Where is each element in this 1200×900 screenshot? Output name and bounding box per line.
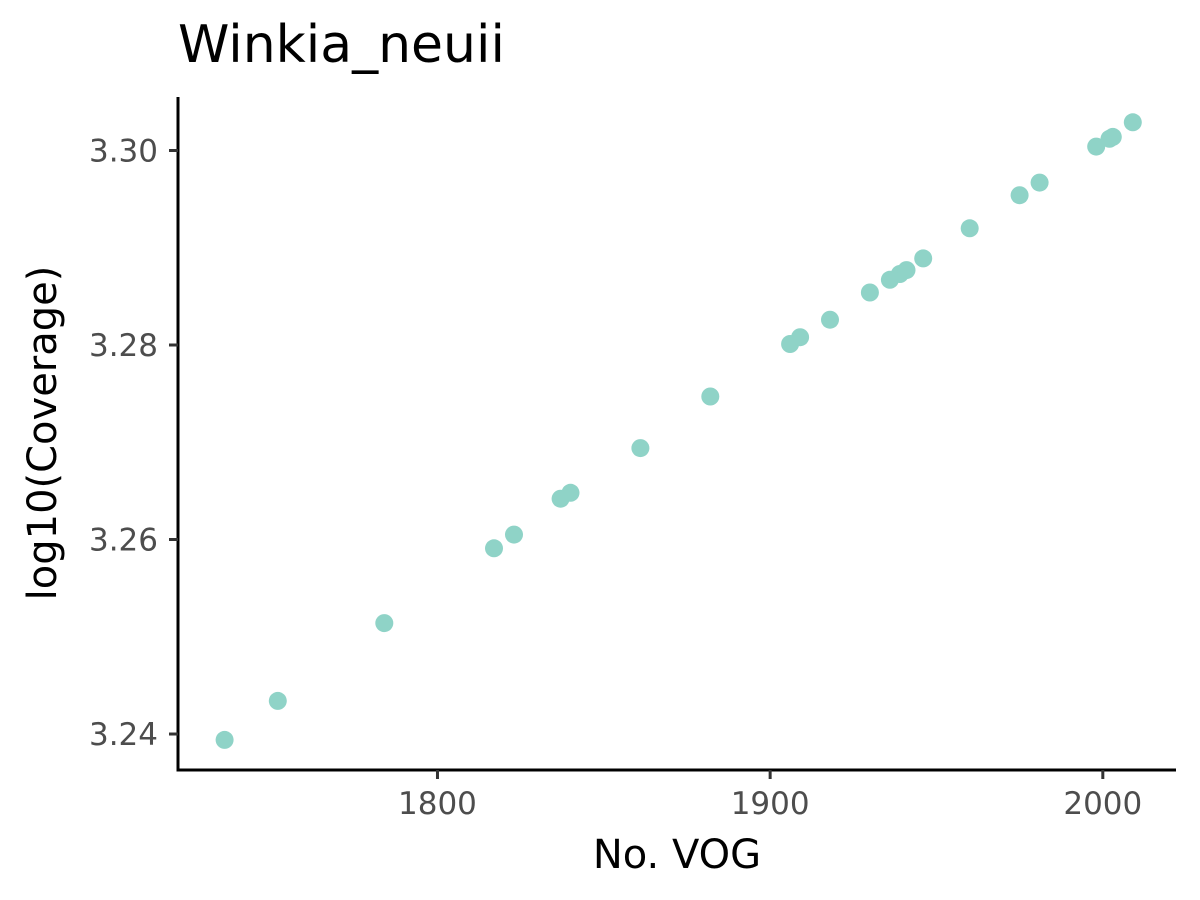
data-point [1010, 186, 1029, 205]
data-point [561, 483, 580, 502]
data-point [485, 539, 503, 558]
data-point [914, 249, 933, 268]
data-point [821, 310, 839, 329]
data-point [1087, 137, 1106, 156]
data-point [1123, 113, 1142, 132]
x-axis-title: No. VOG [593, 832, 761, 878]
data-point [505, 525, 523, 544]
y-tick-label: 3.26 [89, 523, 158, 559]
data-point [860, 283, 879, 302]
x-tick-label: 2000 [1063, 786, 1142, 822]
data-point [960, 219, 979, 238]
x-axis-ticks: 1800 1900 2000 [398, 770, 1142, 822]
y-tick-label: 3.24 [89, 717, 158, 753]
y-axis-ticks: 3.24 3.26 3.28 3.30 [89, 133, 178, 753]
data-point [631, 439, 650, 458]
y-tick-label: 3.28 [89, 328, 158, 364]
x-tick-label: 1800 [398, 786, 477, 822]
data-point [1030, 173, 1049, 192]
y-axis-title: log10(Coverage) [20, 266, 66, 601]
data-point [791, 328, 810, 347]
data-points [215, 113, 1142, 749]
chart-title: Winkia_neuii [178, 15, 505, 75]
data-point [701, 387, 720, 406]
data-point [375, 614, 394, 633]
data-point [897, 261, 916, 280]
x-tick-label: 1900 [731, 786, 810, 822]
data-point [1103, 127, 1122, 146]
data-point [268, 691, 287, 710]
data-point [215, 730, 234, 749]
y-tick-label: 3.30 [89, 133, 158, 169]
